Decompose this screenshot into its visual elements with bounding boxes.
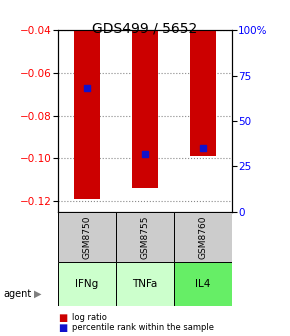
Text: percentile rank within the sample: percentile rank within the sample bbox=[72, 323, 215, 332]
Bar bbox=[74, 30, 100, 199]
Bar bbox=[174, 212, 232, 262]
Text: GDS499 / 5652: GDS499 / 5652 bbox=[93, 22, 197, 36]
Bar bbox=[116, 262, 174, 306]
Bar bbox=[132, 30, 158, 188]
Text: GSM8760: GSM8760 bbox=[198, 215, 208, 259]
Text: IL4: IL4 bbox=[195, 279, 211, 289]
Bar bbox=[58, 212, 116, 262]
Bar bbox=[58, 262, 116, 306]
Text: agent: agent bbox=[3, 289, 31, 299]
Text: ▶: ▶ bbox=[34, 289, 41, 299]
Text: GSM8755: GSM8755 bbox=[140, 215, 150, 259]
Text: GSM8750: GSM8750 bbox=[82, 215, 92, 259]
Text: TNFa: TNFa bbox=[132, 279, 158, 289]
Bar bbox=[116, 212, 174, 262]
Bar bbox=[174, 262, 232, 306]
Text: ■: ■ bbox=[58, 323, 67, 333]
Text: ■: ■ bbox=[58, 312, 67, 323]
Text: log ratio: log ratio bbox=[72, 313, 107, 322]
Text: IFNg: IFNg bbox=[75, 279, 99, 289]
Bar bbox=[190, 30, 216, 156]
